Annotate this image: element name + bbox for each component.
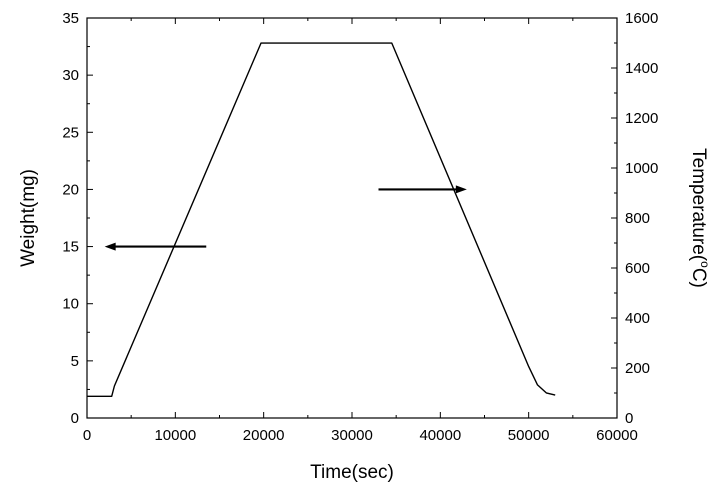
series-line-0: [87, 42, 556, 397]
y2-axis-ticks: 0 200 400 600 800 1000 1200 1400 1600: [611, 10, 658, 427]
x-tick-label: 30000: [331, 427, 373, 444]
y2-axis-title-superscript: o: [698, 261, 712, 268]
y2-axis-title: Temperature(oC): [688, 148, 712, 288]
y2-tick-label: 200: [625, 360, 650, 377]
plot-frame: [86, 17, 618, 419]
y2-tick-label: 1400: [625, 60, 658, 77]
y2-axis-title-suffix: C): [688, 268, 709, 288]
y-axis-ticks: 0 5 10 15 20 25 30 35: [62, 10, 93, 427]
y2-tick-label: 400: [625, 310, 650, 327]
y-tick-label: 5: [71, 353, 79, 370]
x-axis-title: Time(sec): [310, 462, 394, 483]
y-tick-label: 35: [62, 10, 79, 27]
y-tick-label: 30: [62, 67, 79, 84]
y2-axis-title-prefix: Temperature(: [688, 148, 709, 262]
x-tick-label: 50000: [508, 427, 550, 444]
y2-tick-label: 600: [625, 260, 650, 277]
y-tick-label: 25: [62, 124, 79, 141]
y2-tick-label: 1200: [625, 110, 658, 127]
x-tick-label: 60000: [596, 427, 638, 444]
y2-tick-label: 0: [625, 410, 633, 427]
series-group: [87, 42, 556, 397]
y-tick-label: 20: [62, 181, 79, 198]
x-tick-label: 40000: [419, 427, 461, 444]
y-tick-label: 15: [62, 239, 79, 256]
y2-tick-label: 800: [625, 210, 650, 227]
x-tick-label: 10000: [154, 427, 196, 444]
y2-tick-label: 1000: [625, 160, 658, 177]
y2-tick-label: 1600: [625, 10, 658, 27]
x-tick-label: 20000: [243, 427, 285, 444]
x-axis-ticks: 0 10000 20000 30000 40000 50000 60000: [83, 18, 638, 444]
arrow-head-0: [104, 242, 116, 251]
y-axis-title: Weight(mg): [18, 169, 39, 267]
annotations: [104, 185, 467, 251]
y-tick-label: 10: [62, 296, 79, 313]
x-tick-label: 0: [83, 427, 91, 444]
y-tick-label: 0: [71, 410, 79, 427]
arrow-head-1: [455, 185, 467, 194]
